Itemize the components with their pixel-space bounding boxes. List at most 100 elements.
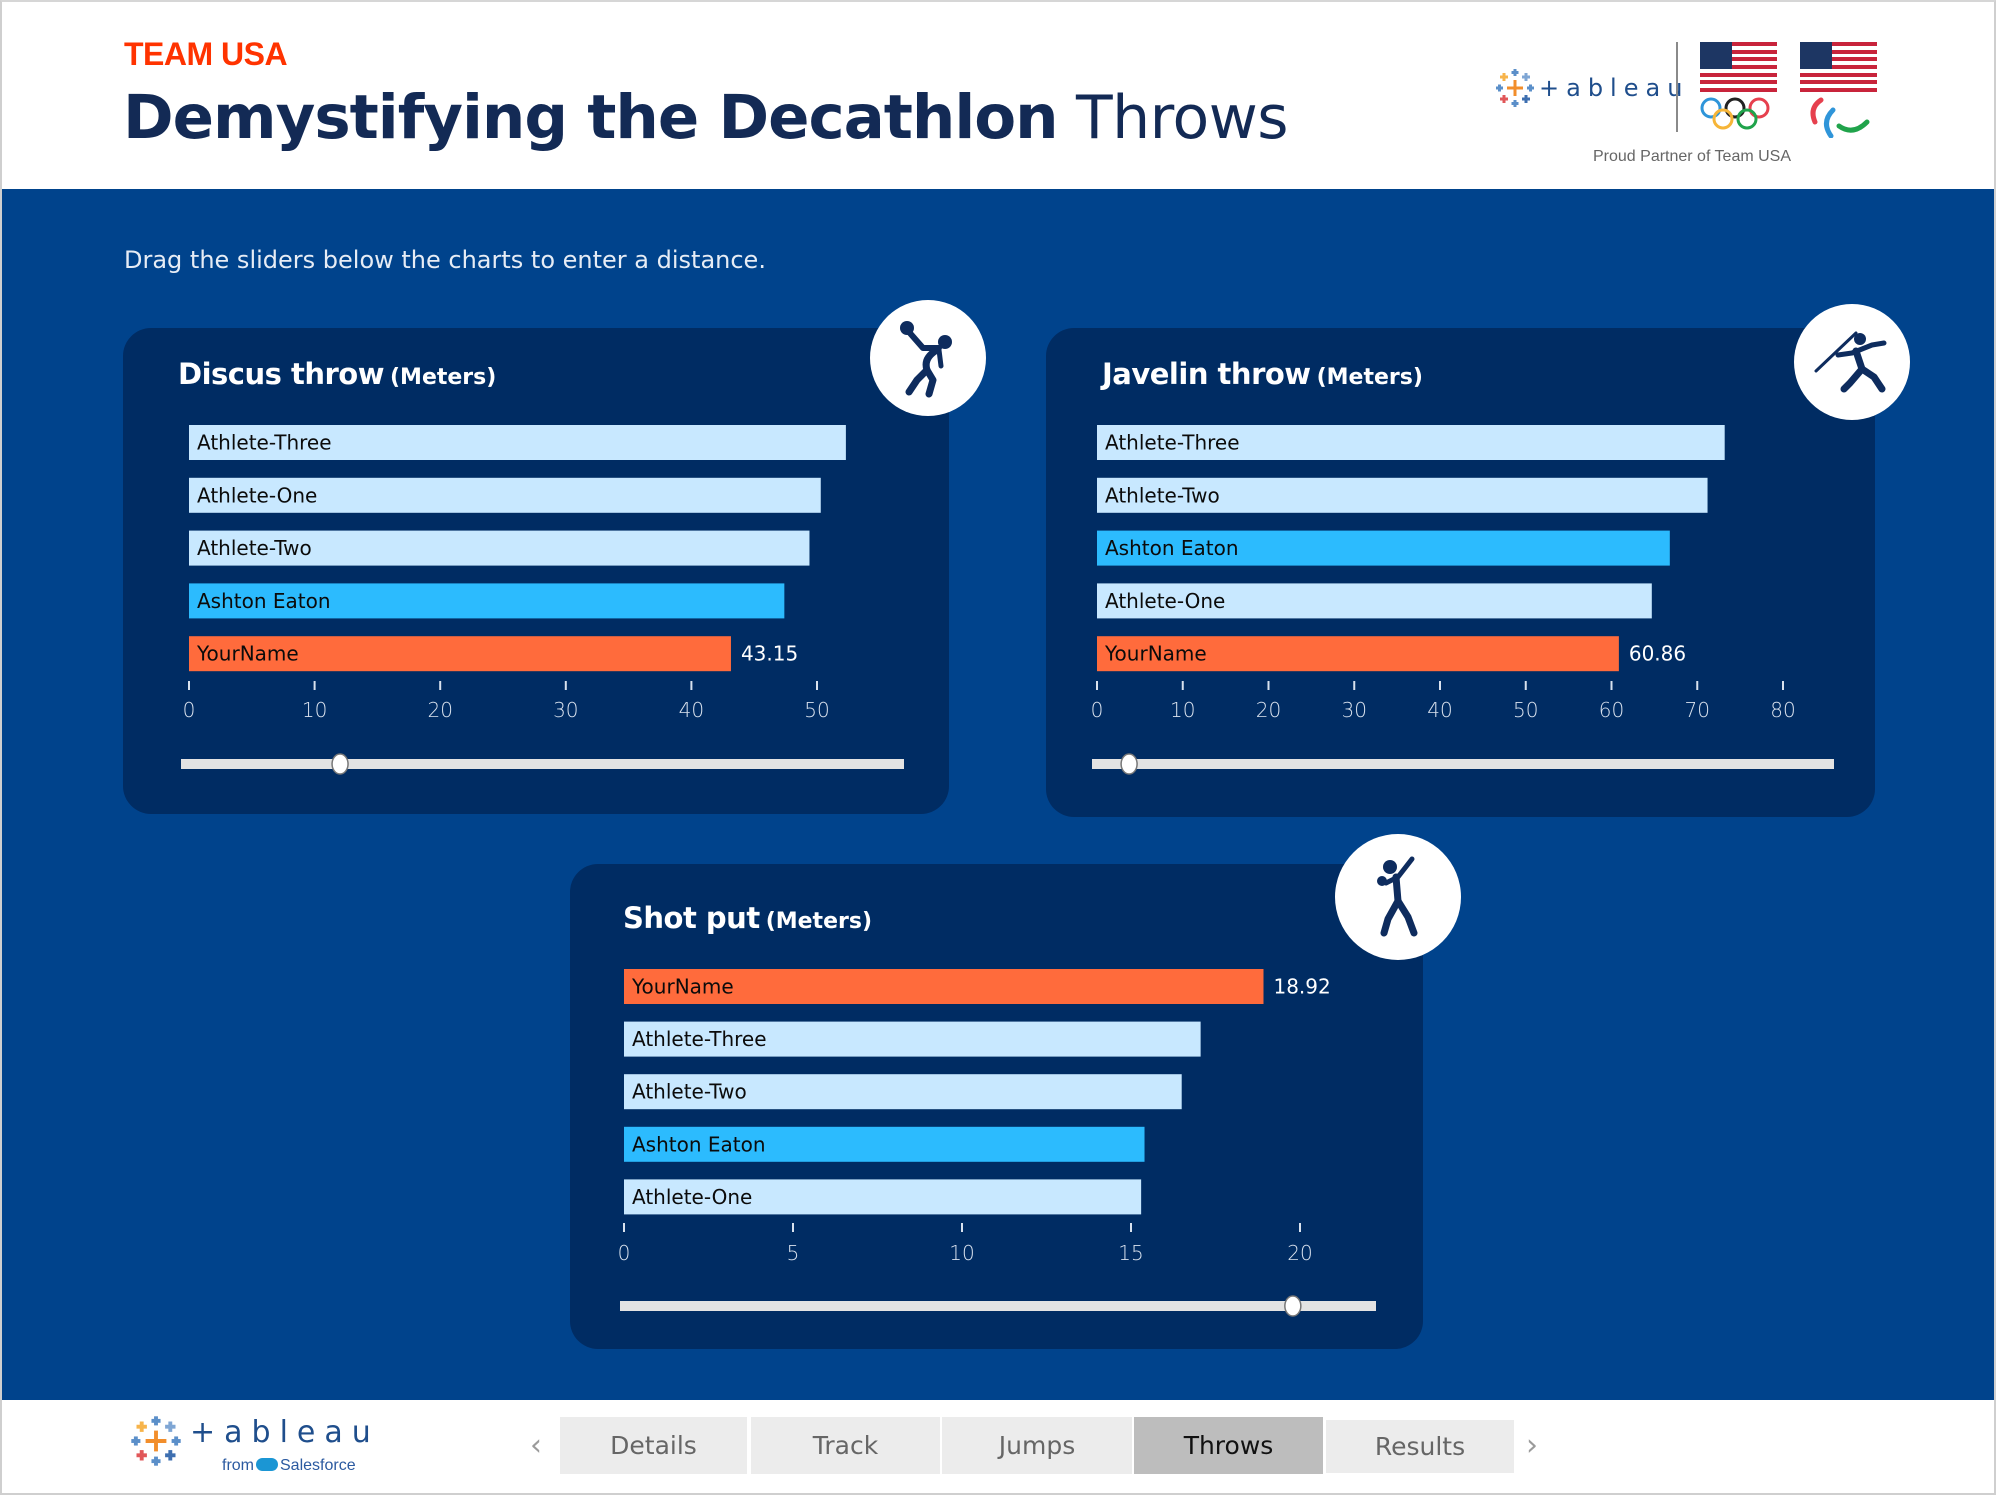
salesforce-cloud-icon bbox=[256, 1458, 278, 1471]
javelin-thrower-icon bbox=[1814, 331, 1887, 393]
slider-thumb[interactable] bbox=[1284, 1295, 1302, 1317]
bar-label: Athlete-Three bbox=[1105, 431, 1240, 455]
x-tick-label: 30 bbox=[1342, 698, 1367, 722]
bar-label: Athlete-One bbox=[632, 1185, 752, 1209]
bar-group: YourName 43.15 bbox=[189, 636, 798, 672]
bar-label: Athlete-Two bbox=[632, 1080, 747, 1104]
x-tick-label: 20 bbox=[1256, 698, 1281, 722]
tab-label: Details bbox=[610, 1431, 697, 1460]
tab-track[interactable]: Track bbox=[751, 1417, 940, 1474]
chart-unit: (Meters) bbox=[390, 365, 497, 390]
paralympic-agitos-icon bbox=[1810, 97, 1870, 138]
tableau-logo-icon bbox=[131, 1416, 181, 1466]
bar-group: Athlete-Two bbox=[1097, 477, 1708, 513]
value-label: 60.86 bbox=[1629, 642, 1686, 666]
bar-label: Ashton Eaton bbox=[632, 1132, 766, 1156]
x-tick-label: 0 bbox=[183, 698, 196, 722]
slider-thumb[interactable] bbox=[1120, 753, 1138, 775]
bar[interactable] bbox=[624, 1126, 1145, 1162]
logo-divider bbox=[1676, 42, 1678, 132]
olympic-rings-icon bbox=[1700, 97, 1770, 130]
bar[interactable] bbox=[624, 1021, 1201, 1057]
bar[interactable] bbox=[1097, 530, 1670, 566]
tab-label: Results bbox=[1374, 1432, 1466, 1461]
bar-label: YourName bbox=[1104, 642, 1207, 666]
us-flag-icon-2 bbox=[1800, 42, 1877, 92]
tab-details[interactable]: Details bbox=[560, 1417, 747, 1474]
tab-label: Throws bbox=[1183, 1431, 1274, 1460]
chart-unit: (Meters) bbox=[765, 909, 872, 934]
tab-jumps[interactable]: Jumps bbox=[942, 1417, 1132, 1474]
javelin-icon-badge bbox=[1794, 304, 1910, 420]
page-title-bold: Demystifying the Decathlon bbox=[123, 82, 1059, 153]
instruction-text: Drag the sliders below the charts to ent… bbox=[124, 246, 766, 274]
x-tick-label: 40 bbox=[679, 698, 704, 722]
x-tick-label: 20 bbox=[1287, 1241, 1312, 1265]
tab-throws[interactable]: Throws bbox=[1134, 1417, 1323, 1474]
bar[interactable] bbox=[189, 530, 810, 566]
bar-group: Ashton Eaton bbox=[189, 583, 785, 619]
shotput-title: Shot put (Meters) bbox=[623, 901, 872, 935]
us-flag-icon bbox=[1700, 42, 1777, 92]
bar[interactable] bbox=[1097, 636, 1619, 672]
tab-label: Track bbox=[812, 1431, 879, 1460]
x-tick-label: 40 bbox=[1427, 698, 1452, 722]
bar[interactable] bbox=[1097, 583, 1652, 619]
x-tick-label: 0 bbox=[618, 1241, 631, 1265]
x-tick-label: 60 bbox=[1599, 698, 1624, 722]
eyebrow-team-usa: TEAM USA bbox=[124, 36, 288, 72]
bar[interactable] bbox=[189, 477, 821, 513]
discus-panel bbox=[123, 328, 949, 814]
chart-title: Shot put bbox=[623, 901, 760, 935]
bar[interactable] bbox=[1097, 477, 1708, 513]
bar-group: Athlete-Three bbox=[624, 1021, 1201, 1057]
bar-label: Athlete-Three bbox=[197, 431, 332, 455]
bar-label: Ashton Eaton bbox=[1105, 536, 1239, 560]
bar[interactable] bbox=[189, 583, 785, 619]
x-tick-label: 50 bbox=[804, 698, 829, 722]
bar-label: Athlete-Two bbox=[197, 536, 312, 560]
tab-label: Jumps bbox=[998, 1431, 1076, 1460]
slider-track[interactable] bbox=[1092, 759, 1834, 769]
x-tick-label: 50 bbox=[1513, 698, 1538, 722]
header: TEAM USA Demystifying the Decathlon Thro… bbox=[0, 0, 2000, 189]
bar-label: Athlete-One bbox=[1105, 589, 1225, 613]
bar-label: Athlete-Two bbox=[1105, 483, 1220, 507]
bar[interactable] bbox=[1097, 425, 1725, 460]
bar-label: Athlete-One bbox=[197, 483, 317, 507]
value-label: 43.15 bbox=[741, 642, 798, 666]
page-title: Demystifying the Decathlon Throws bbox=[123, 82, 1289, 153]
discus-thrower-icon bbox=[900, 321, 952, 398]
bar-label: Ashton Eaton bbox=[197, 589, 331, 613]
bar[interactable] bbox=[624, 1074, 1182, 1110]
from-salesforce: from Salesforce bbox=[222, 1457, 356, 1475]
tab-results[interactable]: Results bbox=[1326, 1420, 1514, 1473]
slider-thumb[interactable] bbox=[331, 753, 349, 775]
tabs-next-button[interactable]: › bbox=[1526, 1428, 1538, 1463]
bar[interactable] bbox=[189, 636, 731, 672]
discus-title: Discus throw (Meters) bbox=[178, 357, 496, 391]
bar-label: YourName bbox=[631, 975, 734, 999]
x-tick-label: 70 bbox=[1685, 698, 1710, 722]
shotput-icon-badge bbox=[1335, 834, 1461, 960]
tableau-salesforce-logo: +ableau from Salesforce bbox=[130, 1415, 371, 1475]
x-tick-label: 10 bbox=[302, 698, 327, 722]
bar[interactable] bbox=[624, 969, 1264, 1004]
bar[interactable] bbox=[189, 425, 846, 460]
bar-group: Athlete-Two bbox=[189, 530, 810, 566]
bar-group: Athlete-Three bbox=[1097, 425, 1725, 460]
salesforce-text: Salesforce bbox=[280, 1457, 356, 1474]
value-label: 18.92 bbox=[1273, 975, 1330, 999]
bar-group: Ashton Eaton bbox=[624, 1126, 1145, 1162]
slider-track[interactable] bbox=[620, 1301, 1376, 1311]
javelin-panel bbox=[1046, 328, 1875, 817]
slider-track[interactable] bbox=[181, 759, 904, 769]
tableau-wordmark: +ableau bbox=[190, 1415, 380, 1450]
bar-label: YourName bbox=[196, 642, 299, 666]
tableau-wordmark: +ableau bbox=[1539, 74, 1690, 102]
bar[interactable] bbox=[624, 1179, 1142, 1215]
tabs-prev-button[interactable]: ‹ bbox=[530, 1428, 542, 1463]
